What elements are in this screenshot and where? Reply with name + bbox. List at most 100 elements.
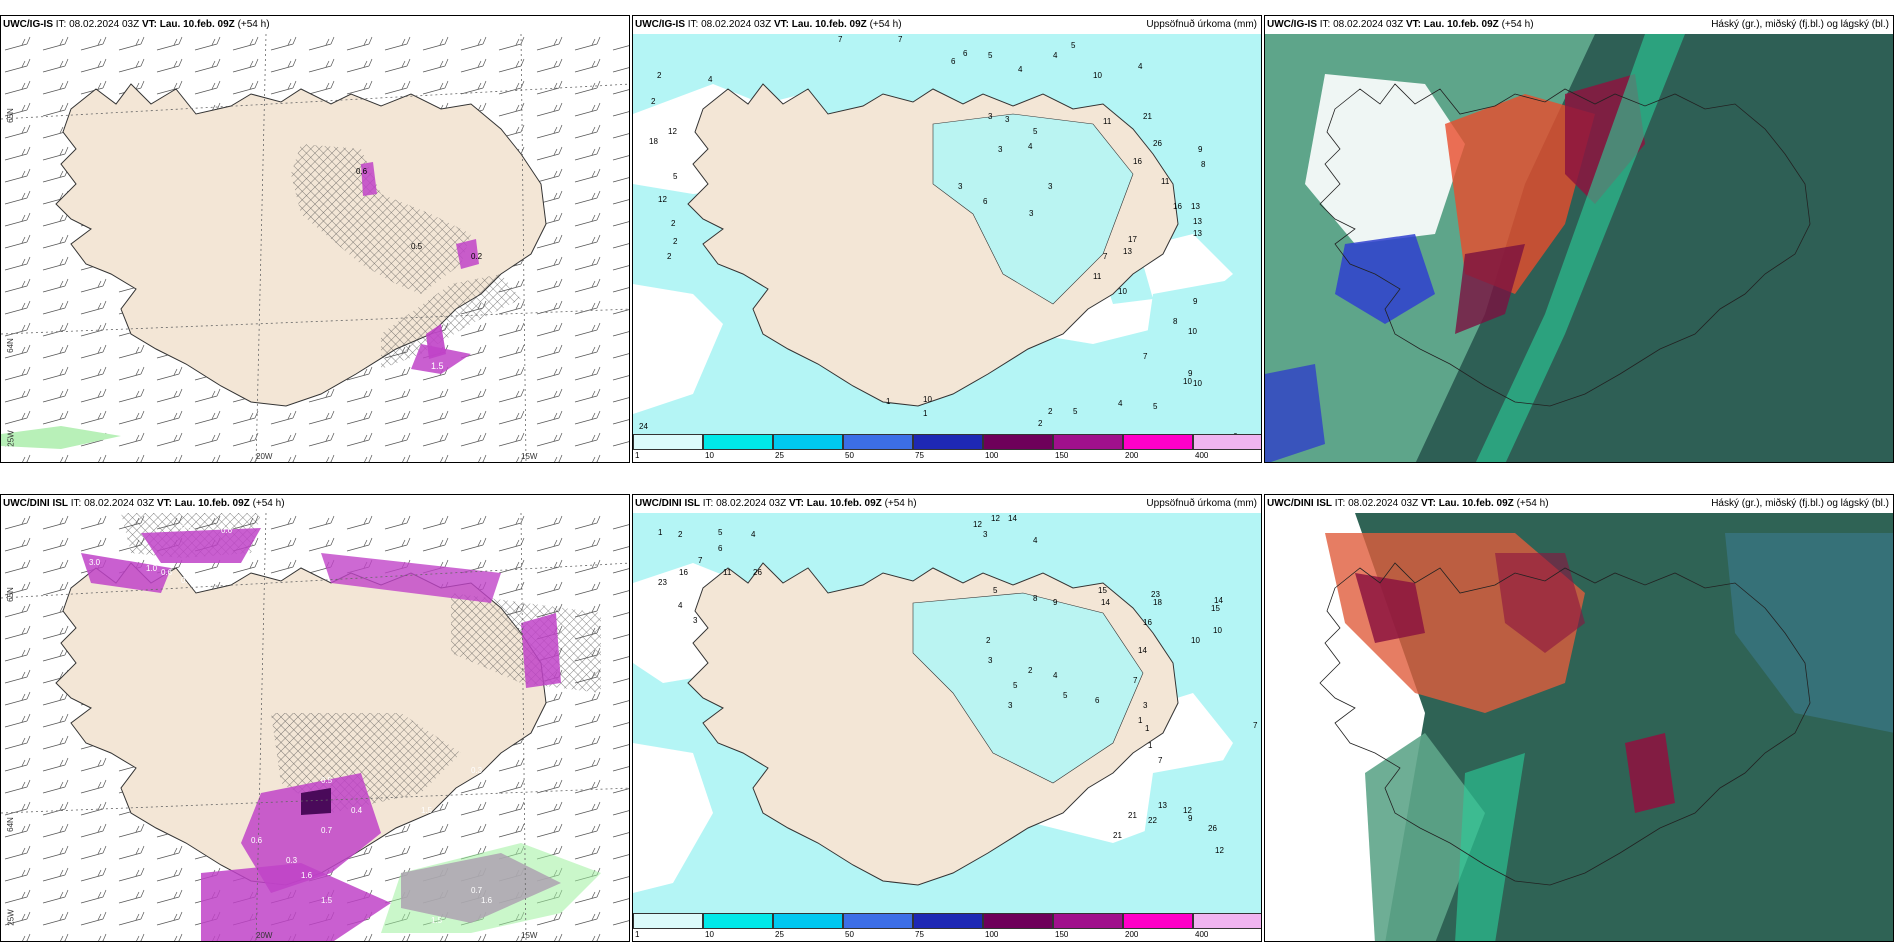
legend-label: 150 [1055,930,1069,939]
precip-value: 7 [698,556,703,565]
precip-value: 10 [1193,379,1202,388]
precip-value: 17 [1128,235,1137,244]
wind-value: 0.4 [351,806,363,815]
wind-label: 0.2 [471,252,483,261]
precip-value: 4 [678,601,683,610]
wind-label: 0.5 [411,242,423,251]
precip-value: 4 [1118,399,1123,408]
precip-value: 13 [1158,801,1167,810]
legend-label: 1 [635,930,640,939]
precip-value: 14 [1101,598,1110,607]
precip-value: 7 [1143,352,1148,361]
lat-label: 64N [5,817,15,832]
precip-value: 6 [983,197,988,206]
legend-label: 25 [775,451,784,460]
precip-value: 10 [1118,287,1127,296]
precip-value: 5 [1071,41,1076,50]
panel-dini-wind: UWC/DINI ISL IT: 08.02.2024 03Z VT: Lau.… [0,494,630,942]
wind-value: 0.6 [181,524,193,533]
wind-value: 0.6 [221,526,233,535]
precip-value: 11 [1161,177,1170,186]
precip-value: 3 [988,112,993,121]
precip-value: 7 [898,35,903,44]
precip-value: 1 [658,528,663,537]
legend-label: 200 [1125,930,1139,939]
precip-value: 5 [1073,407,1078,416]
precip-value: 4 [1053,671,1058,680]
legend-label: 400 [1195,930,1209,939]
legend-label: 10 [705,930,714,939]
wind-value: 0.7 [321,826,333,835]
precip-value: 7 [1253,721,1258,730]
legend-swatch [1053,434,1123,450]
legend-swatch [983,913,1053,929]
precip-value: 10 [923,395,932,404]
wind-value: 3.0 [89,558,101,567]
wind-value: 0.7 [471,886,483,895]
precip-value: 15 [1098,586,1107,595]
precip-value: 7 [838,35,843,44]
precip-value: 4 [1033,536,1038,545]
precip-value: 3 [1029,209,1034,218]
panel-dini-cloud: UWC/DINI ISL IT: 08.02.2024 03Z VT: Lau.… [1264,494,1894,942]
wind-value: 1.5 [421,806,433,815]
precip-value: 8 [1033,594,1038,603]
legend-swatch [1193,913,1261,929]
precip-value: 2 [678,530,683,539]
precip-value: 3 [1005,115,1010,124]
precip-value: 2 [1028,666,1033,675]
precip-value: 2 [651,97,656,106]
precip-value: 16 [1143,618,1152,627]
precip-value: 5 [718,528,723,537]
precip-value: 5 [1153,402,1158,411]
precip-value: 6 [951,57,956,66]
precip-value: 26 [1153,139,1162,148]
panel-dini-precip: UWC/DINI ISL IT: 08.02.2024 03Z VT: Lau.… [632,494,1262,942]
precip-value: 11 [1103,117,1112,126]
precip-value: 5 [1033,127,1038,136]
precip-value: 12 [973,520,982,529]
precip-value: 2 [667,252,672,261]
legend-label: 75 [915,930,924,939]
precip-value: 13 [1191,202,1200,211]
panel-title: UWC/IG-IS IT: 08.02.2024 03Z VT: Lau. 10… [3,19,270,30]
precip-value: 1 [1145,724,1150,733]
legend-label: 1 [635,451,640,460]
lat-label: 64N [5,338,15,353]
precip-value: 26 [1208,824,1217,833]
precip-value: 8 [1201,160,1206,169]
panel-ig-precip: UWC/IG-IS IT: 08.02.2024 03Z VT: Lau. 10… [632,15,1262,463]
lat-label: 65N [5,587,15,602]
legend-label: 25 [775,930,784,939]
panel-ig-cloud: UWC/IG-IS IT: 08.02.2024 03Z VT: Lau. 10… [1264,15,1894,463]
precip-value: 18 [1153,598,1162,607]
wind-value: 0.5 [181,576,193,585]
precip-value: 3 [1048,182,1053,191]
precip-value: 23 [1151,590,1160,599]
legend-swatch [983,434,1053,450]
precip-value: 4 [1028,142,1033,151]
precip-value: 1 [1148,741,1153,750]
precip-value: 21 [1143,112,1152,121]
precip-value: 3 [998,145,1003,154]
legend-swatch [1123,913,1193,929]
precip-value: 3 [958,182,963,191]
legend-label: 50 [845,451,854,460]
wind-map: 0.6 0.60.51.03.00.60.71.61.50.30.31.50.71… [1,513,629,941]
wind-value: 0.5 [321,776,333,785]
wind-value: 1.5 [431,916,443,925]
precip-legend: 1 10 25 50 75 100 150 200 400 [633,434,1261,462]
panel-ig-wind: UWC/IG-IS IT: 08.02.2024 03Z VT: Lau. 10… [0,15,630,463]
wind-value: 0.6 [161,568,173,577]
panel-title: UWC/DINI ISL IT: 08.02.2024 03Z VT: Lau.… [3,498,285,509]
precip-value: 11 [723,568,732,577]
precip-value: 9 [1198,145,1203,154]
panel-subtitle: Uppsöfnuð úrkoma (mm) [1146,498,1257,509]
wind-label: 1.5 [431,361,444,371]
panel-subtitle: Háský (gr.), miðský (fj.bl.) og lágský (… [1711,19,1889,30]
precip-value: 9 [1188,814,1193,823]
precip-value: 12 [991,514,1000,523]
precip-value: 11 [1093,272,1102,281]
